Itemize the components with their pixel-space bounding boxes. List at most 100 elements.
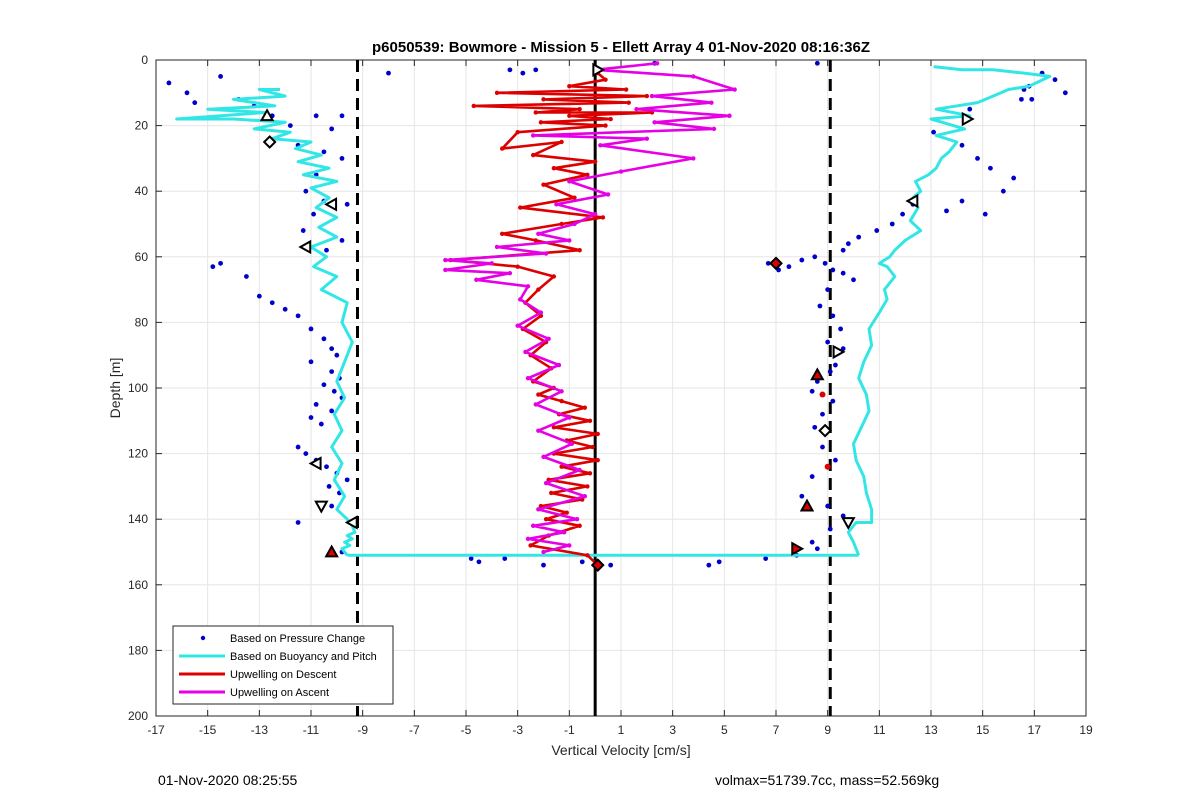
pressure-change-point (329, 369, 335, 374)
ascent-upwelling-line-point (567, 543, 572, 548)
triangle-up-marker (810, 367, 825, 381)
descent-upwelling-line-point (608, 116, 613, 122)
pressure-change-point (318, 421, 324, 427)
pressure-change-point (282, 306, 288, 312)
descent-upwelling-line-point (603, 123, 608, 128)
red-dot-marker (824, 463, 831, 470)
descent-upwelling-line-point (592, 159, 598, 164)
ascent-upwelling-line-point (582, 494, 588, 499)
y-tick-label: 200 (128, 709, 148, 723)
x-tick-label: -13 (251, 723, 269, 737)
pressure-change-point (988, 165, 993, 171)
pressure-change-point (822, 260, 828, 266)
descent-upwelling-line-point (559, 139, 564, 145)
y-tick-label: 40 (135, 184, 149, 198)
legend-entry-label: Upwelling on Ascent (230, 687, 329, 699)
descent-upwelling-line-point (551, 274, 557, 279)
ascent-upwelling-line-point (541, 454, 546, 460)
ascent-upwelling-line-point (489, 261, 495, 266)
descent-upwelling-line-point (587, 418, 593, 423)
ascent-upwelling-line-point (654, 61, 660, 66)
pressure-change-point (344, 477, 350, 483)
pressure-change-point (845, 241, 851, 247)
ascent-upwelling-line-point (691, 156, 696, 161)
pressure-change-point (326, 484, 332, 489)
pressure-change-point (308, 326, 314, 332)
descent-upwelling-line-point (559, 398, 564, 404)
triangle-left-marker (298, 239, 312, 255)
pressure-change-point (339, 238, 345, 243)
descent-upwelling-line-point (585, 553, 590, 558)
pressure-change-point (817, 303, 823, 309)
ascent-upwelling-line-point (474, 277, 479, 282)
pressure-change-point (706, 562, 712, 568)
descent-upwelling-line-point (585, 484, 590, 489)
ascent-upwelling-line-point (652, 120, 657, 125)
pressure-change-point (840, 346, 846, 352)
ascent-upwelling-line-point (525, 284, 531, 289)
descent-upwelling-line-point (494, 90, 500, 96)
legend-entry-label: Based on Buoyancy and Pitch (230, 651, 377, 663)
ascent-upwelling-line-point (523, 349, 528, 355)
pressure-change-point (300, 228, 306, 233)
descent-upwelling-line-point (536, 392, 541, 397)
x-tick-label: -1 (564, 723, 575, 737)
pressure-change-point (840, 247, 846, 253)
pressure-change-point (809, 474, 815, 479)
x-tick-label: 15 (976, 723, 990, 737)
x-axis-label: Vertical Velocity [cm/s] (551, 742, 690, 758)
x-tick-label: -9 (357, 723, 368, 737)
x-tick-label: -7 (409, 723, 420, 737)
ascent-upwelling-line-point (541, 549, 546, 555)
pressure-change-point (468, 556, 474, 561)
pressure-change-point (825, 287, 831, 292)
pressure-change-point (833, 362, 838, 368)
y-axis-label: Depth [m] (107, 358, 123, 419)
ascent-upwelling-line-point (569, 441, 575, 446)
pressure-change-point (856, 234, 862, 240)
pressure-change-point (608, 562, 614, 568)
descent-upwelling-line-point (559, 221, 564, 227)
ascent-upwelling-line-point (691, 74, 696, 79)
x-tick-label: 13 (924, 723, 938, 737)
ascent-upwelling-line-point (605, 192, 611, 197)
y-tick-label: 80 (135, 315, 149, 329)
ascent-upwelling-line-point (644, 136, 650, 141)
descent-upwelling-line-point (533, 110, 538, 115)
descent-upwelling-line-point (471, 103, 476, 109)
y-tick-label: 140 (128, 512, 148, 526)
pressure-change-point (321, 382, 327, 388)
ascent-upwelling-line-point (525, 375, 531, 381)
event-markers (259, 62, 975, 573)
x-tick-label: -5 (461, 723, 472, 737)
x-tick-label: -3 (512, 723, 523, 737)
ascent-upwelling-line-point (533, 402, 538, 407)
red-dot-marker (819, 391, 826, 398)
ascent-upwelling-line-point (536, 507, 541, 512)
reference-lines (356, 60, 832, 716)
pressure-change-point (1011, 175, 1017, 181)
x-tick-label: -17 (147, 723, 165, 737)
diamond-marker (769, 256, 783, 271)
diamond-marker (818, 423, 832, 438)
triangle-left-marker (905, 193, 919, 209)
triangle-up-marker (259, 108, 275, 122)
triangle-left-marker (308, 456, 322, 471)
ascent-upwelling-line-point (598, 143, 603, 148)
x-tick-label: 11 (873, 723, 886, 737)
triangle-left-marker (324, 197, 338, 212)
x-tick-label: 5 (721, 723, 728, 737)
pressure-change-point (339, 113, 345, 119)
descent-upwelling-line-point (559, 464, 564, 469)
pressure-change-point (825, 339, 831, 345)
ascent-upwelling-line-point (525, 536, 531, 542)
ascent-upwelling-line-point (536, 428, 541, 433)
descent-upwelling-line-point (577, 523, 582, 528)
pressure-change-point (827, 526, 833, 532)
buoyancy-pitch-line (175, 88, 357, 557)
pressure-change-point (324, 247, 329, 253)
pressure-change-point (541, 562, 546, 568)
pressure-change-point (184, 90, 190, 96)
triangle-right-marker (961, 111, 975, 127)
descent-upwelling-line-point (587, 471, 593, 476)
